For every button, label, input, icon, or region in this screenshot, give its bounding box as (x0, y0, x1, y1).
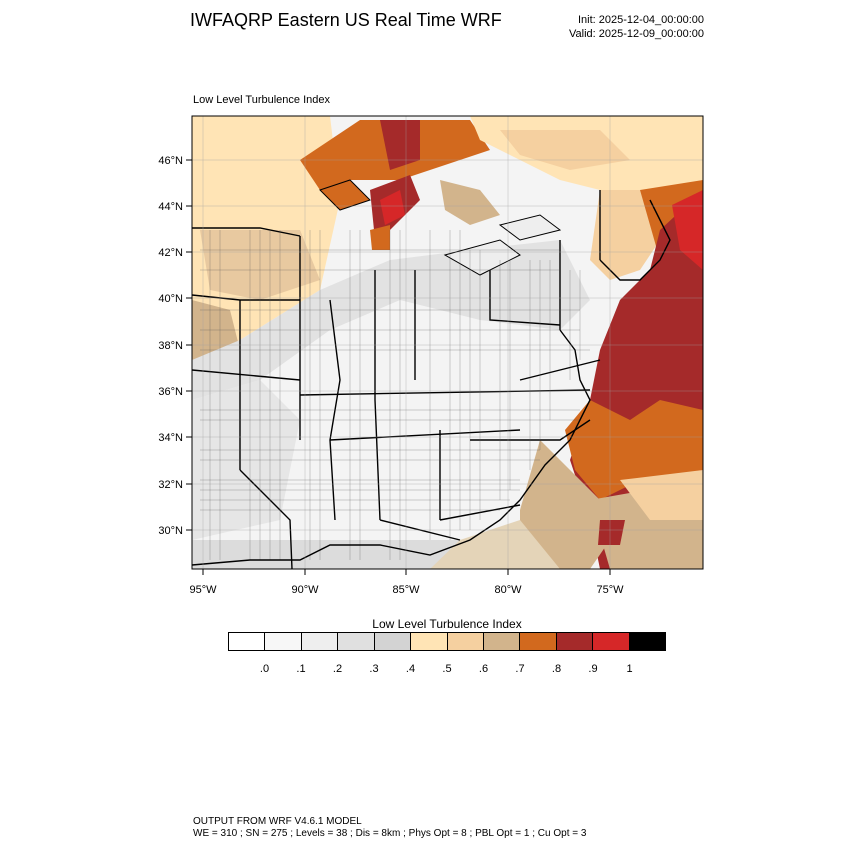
lon-label: 95°W (189, 584, 217, 596)
colorbar-swatch (338, 633, 375, 650)
colorbar-label: .5 (442, 663, 452, 675)
colorbar (228, 632, 666, 651)
colorbar-label: .8 (551, 663, 562, 675)
colorbar-swatch (520, 633, 557, 650)
colorbar-swatch (483, 633, 521, 650)
model-info-line2: WE = 310 ; SN = 275 ; Levels = 38 ; Dis … (193, 828, 587, 839)
colorbar-title: Low Level Turbulence Index (372, 617, 522, 631)
lat-label: 38°N (158, 340, 183, 352)
lon-label: 75°W (596, 584, 624, 596)
colorbar-swatch (301, 633, 339, 650)
lat-label: 42°N (158, 247, 183, 259)
colorbar-swatch (374, 633, 412, 650)
lat-label: 46°N (158, 155, 183, 167)
lon-label: 80°W (494, 584, 522, 596)
colorbar-swatch (265, 633, 302, 650)
lat-label: 44°N (158, 201, 183, 213)
lon-label: 90°W (291, 584, 319, 596)
colorbar-label: .1 (296, 663, 306, 675)
colorbar-label: .2 (332, 663, 343, 675)
map-title: IWFAQRP Eastern US Real Time WRF (190, 10, 502, 30)
colorbar-label: .9 (588, 663, 598, 675)
lat-label: 40°N (158, 293, 183, 305)
lat-label: 36°N (158, 386, 183, 398)
colorbar-swatch (411, 633, 448, 650)
colorbar-swatch (447, 633, 484, 650)
model-info-line1: OUTPUT FROM WRF V4.6.1 MODEL (193, 816, 362, 827)
colorbar-swatch (556, 633, 594, 650)
lat-label: 34°N (158, 432, 183, 444)
colorbar-label: .6 (478, 663, 489, 675)
lat-ticks (186, 159, 192, 531)
lon-ticks (202, 569, 611, 575)
colorbar-label: .0 (259, 663, 270, 675)
lat-label: 30°N (158, 525, 183, 537)
lat-label: 32°N (158, 479, 183, 491)
colorbar-label: .7 (515, 663, 525, 675)
plot-title: Low Level Turbulence Index (193, 94, 330, 106)
colorbar-label: 1 (626, 663, 633, 675)
colorbar-swatch (229, 633, 266, 650)
colorbar-swatch (629, 633, 666, 650)
valid-time-label: Valid: 2025-12-09_00:00:00 (569, 28, 704, 40)
colorbar-label: .4 (405, 663, 416, 675)
init-time-label: Init: 2025-12-04_00:00:00 (578, 14, 704, 26)
colorbar-swatch (593, 633, 630, 650)
colorbar-label: .3 (369, 663, 379, 675)
map-field (192, 116, 703, 569)
lon-label: 85°W (392, 584, 420, 596)
